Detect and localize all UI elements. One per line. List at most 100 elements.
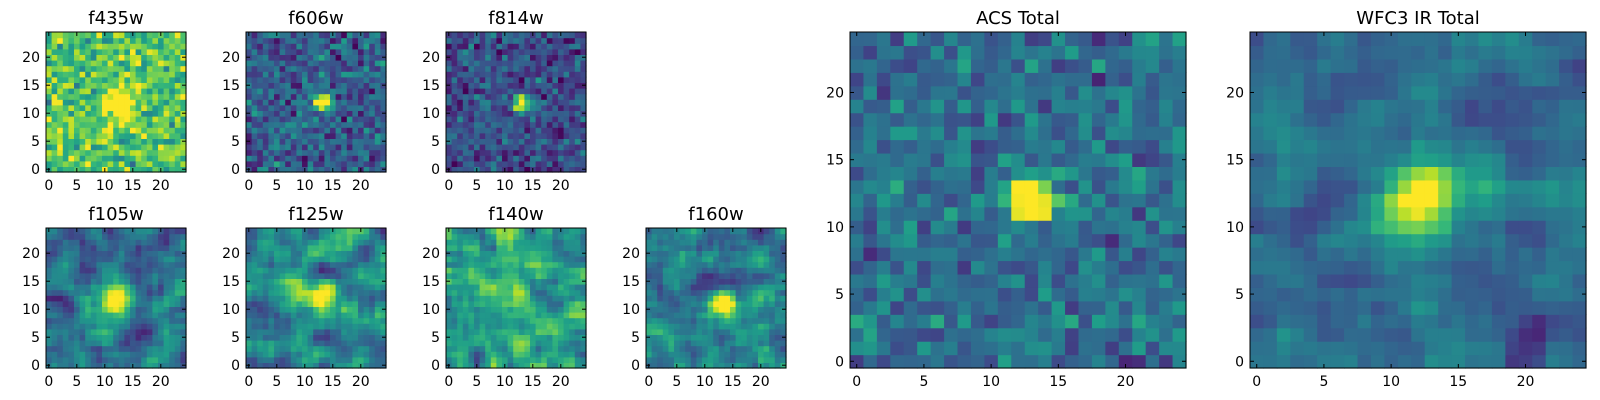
axes-frame (245, 31, 387, 173)
pixel-cell (713, 317, 720, 324)
pixel-cell (718, 261, 725, 268)
pixel-cell (380, 93, 387, 100)
pixel-cell (68, 244, 75, 251)
pixel-cell (324, 43, 331, 50)
pixel-cell (62, 267, 69, 274)
pixel-cell (85, 317, 92, 324)
pixel-cell (563, 54, 570, 61)
pixel-cell (774, 267, 781, 274)
pixel-cell (74, 48, 81, 55)
pixel-cell (262, 356, 269, 363)
pixel-cell (668, 334, 675, 341)
pixel-cell (502, 138, 509, 145)
pixel-cell (107, 121, 114, 128)
pixel-cell (662, 356, 669, 363)
pixel-cell (546, 328, 553, 335)
pixel-cell (90, 144, 97, 151)
pixel-cell (569, 37, 576, 44)
pixel-cell (451, 317, 458, 324)
pixel-cell (746, 345, 753, 352)
pixel-cell (118, 54, 125, 61)
pixel-cell (502, 328, 509, 335)
pixel-cell (324, 48, 331, 55)
pixel-cell (335, 54, 342, 61)
pixel-cell (135, 317, 142, 324)
pixel-cell (352, 48, 359, 55)
pixel-cell (107, 166, 114, 173)
pixel-cell (657, 306, 664, 313)
pixel-cell (679, 323, 686, 330)
x-tick-label: 5 (72, 178, 81, 194)
pixel-cell (735, 272, 742, 279)
pixel-cell (141, 323, 148, 330)
pixel-cell (79, 160, 86, 167)
pixel-cell (502, 88, 509, 95)
pixel-cell (169, 233, 176, 240)
pixel-cell (274, 250, 281, 257)
pixel-cell (163, 362, 170, 369)
pixel-cell (346, 32, 353, 39)
pixel-cell (146, 278, 153, 285)
pixel-cell (462, 345, 469, 352)
pixel-cell (546, 300, 553, 307)
pixel-cell (502, 284, 509, 291)
pixel-cell (530, 110, 537, 117)
pixel-cell (262, 345, 269, 352)
pixel-cell (107, 99, 114, 106)
pixel-cell (279, 284, 286, 291)
pixel-cell (468, 132, 475, 139)
pixel-cell (74, 149, 81, 156)
pixel-cell (850, 300, 865, 315)
pixel-cell (102, 127, 109, 134)
pixel-cell (57, 317, 64, 324)
pixel-cell (457, 88, 464, 95)
pixel-cell (296, 155, 303, 162)
pixel-cell (1051, 354, 1066, 369)
pixel-cell (107, 334, 114, 341)
pixel-cell (135, 289, 142, 296)
pixel-cell (474, 116, 481, 123)
pixel-cell (324, 166, 331, 173)
pixel-cell (535, 244, 542, 251)
pixel-cell (1091, 166, 1106, 181)
pixel-cell (524, 116, 531, 123)
pixel-cell (724, 228, 731, 235)
y-tick-label: 20 (622, 246, 640, 262)
pixel-cell (479, 362, 486, 369)
pixel-cell (341, 99, 348, 106)
pixel-cell (674, 312, 681, 319)
pixel-cell (1172, 247, 1187, 262)
pixel-cell (169, 116, 176, 123)
pixel-cell (1051, 233, 1066, 248)
pixel-cell (90, 166, 97, 173)
pixel-cell (346, 312, 353, 319)
pixel-cell (330, 104, 337, 111)
pixel-cell (158, 328, 165, 335)
pixel-cell (574, 82, 581, 89)
pixel-cell (113, 278, 120, 285)
pixel-cell (90, 104, 97, 111)
pixel-cell (1091, 233, 1106, 248)
pixel-cell (563, 356, 570, 363)
pixel-cell (62, 65, 69, 72)
pixel-cell (713, 295, 720, 302)
pixel-cell (518, 138, 525, 145)
pixel-cell (135, 323, 142, 330)
pixel-cell (380, 267, 387, 274)
pixel-cell (446, 88, 453, 95)
pixel-cell (251, 104, 258, 111)
pixel-cell (358, 104, 365, 111)
pixel-cell (135, 250, 142, 257)
pixel-cell (685, 233, 692, 240)
pixel-cell (535, 278, 542, 285)
pixel-cell (446, 160, 453, 167)
pixel-cell (462, 93, 469, 100)
pixel-cell (57, 127, 64, 134)
pixel-cell (997, 193, 1012, 208)
pixel-cell (574, 37, 581, 44)
pixel-cell (90, 65, 97, 72)
pixel-cell (580, 155, 587, 162)
pixel-cell (502, 43, 509, 50)
pixel-cell (496, 256, 503, 263)
pixel-cell (57, 261, 64, 268)
